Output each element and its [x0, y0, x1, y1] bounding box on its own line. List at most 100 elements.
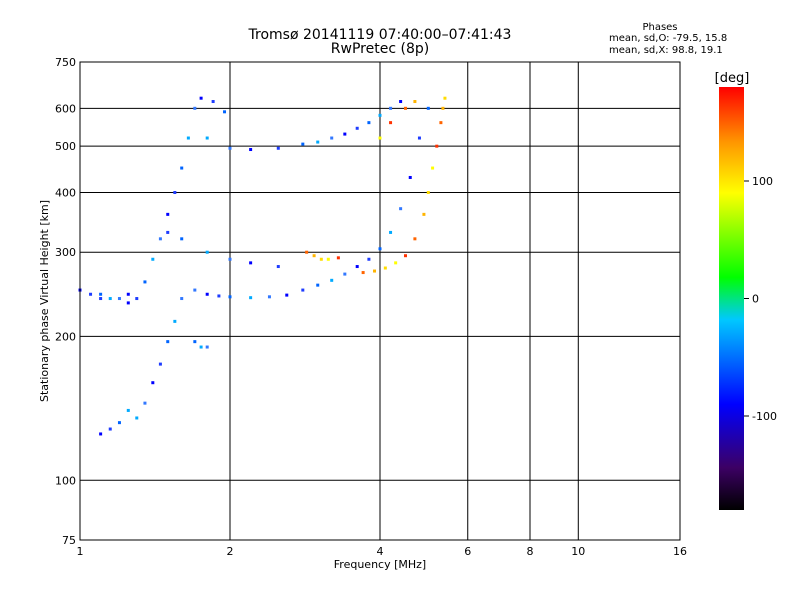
- data-point: [158, 362, 162, 366]
- data-point: [276, 265, 280, 269]
- data-point: [431, 166, 435, 170]
- data-point: [205, 345, 209, 349]
- x-tick-label: 10: [571, 545, 585, 558]
- y-tick-label: 75: [62, 534, 76, 547]
- data-point: [205, 292, 209, 296]
- data-point: [173, 190, 177, 194]
- data-point: [285, 293, 289, 297]
- stats-x-mode: mean, sd,X: 98.8, 19.1: [609, 45, 723, 56]
- x-tick-labels: 1 2 4 6 8 10 16: [77, 545, 688, 558]
- data-point: [343, 272, 347, 276]
- y-tick-label: 200: [55, 330, 76, 343]
- data-point: [193, 106, 197, 110]
- data-point: [312, 254, 316, 258]
- data-point: [211, 100, 215, 104]
- data-point: [378, 113, 382, 117]
- data-point: [166, 230, 170, 234]
- data-point: [223, 110, 227, 114]
- data-point: [99, 292, 103, 296]
- data-point: [355, 126, 359, 130]
- data-point: [249, 296, 253, 300]
- data-point: [316, 140, 320, 144]
- data-point: [151, 257, 155, 261]
- data-point: [205, 136, 209, 140]
- data-point: [394, 261, 398, 265]
- data-point: [408, 175, 412, 179]
- colorbar-tick-label: 0: [752, 293, 759, 306]
- data-point: [399, 207, 403, 211]
- data-point: [301, 142, 305, 146]
- data-points: [78, 96, 447, 436]
- data-point: [143, 280, 147, 284]
- data-point: [173, 319, 177, 323]
- data-point: [383, 266, 387, 270]
- data-point: [422, 212, 426, 216]
- x-tick-label: 6: [464, 545, 471, 558]
- x-tick-label: 16: [673, 545, 687, 558]
- data-point: [99, 432, 103, 436]
- data-point: [99, 297, 103, 301]
- data-point: [378, 136, 382, 140]
- data-point: [389, 230, 393, 234]
- data-point: [367, 121, 371, 125]
- colorbar-label: [deg]: [715, 71, 750, 86]
- chart-title: Tromsø 20141119 07:40:00–07:41:43: [248, 27, 512, 43]
- colorbar: [719, 87, 744, 510]
- data-point: [199, 96, 203, 100]
- data-point: [126, 292, 130, 296]
- data-point: [417, 136, 421, 140]
- data-point: [180, 166, 184, 170]
- y-tick-label: 400: [55, 186, 76, 199]
- data-point: [217, 294, 221, 298]
- data-point: [326, 257, 330, 261]
- data-point: [435, 144, 439, 148]
- data-point: [336, 256, 340, 260]
- data-point: [367, 257, 371, 261]
- data-point: [117, 297, 121, 301]
- y-tick-label: 100: [55, 474, 76, 487]
- y-tick-label: 600: [55, 102, 76, 115]
- data-point: [126, 408, 130, 412]
- data-point: [108, 427, 112, 431]
- grid-lines: [80, 62, 680, 540]
- data-point: [399, 100, 403, 104]
- data-point: [143, 401, 147, 405]
- data-point: [228, 146, 232, 150]
- y-tick-labels: 75 100 200 300 400 500 600 750: [55, 56, 76, 547]
- data-point: [135, 297, 139, 301]
- x-tick-label: 2: [227, 545, 234, 558]
- colorbar-tick-label: -100: [752, 410, 777, 423]
- data-point: [403, 106, 407, 110]
- data-point: [413, 100, 417, 104]
- data-point: [249, 261, 253, 265]
- data-point: [426, 190, 430, 194]
- data-point: [403, 254, 407, 258]
- data-point: [443, 96, 447, 100]
- y-axis-label: Stationary phase Virtual Height [km]: [38, 200, 51, 402]
- data-point: [117, 421, 121, 425]
- chart-subtitle: RwPretec (8p): [330, 41, 430, 57]
- data-point: [108, 297, 112, 301]
- x-axis-label: Frequency [MHz]: [334, 558, 426, 571]
- data-point: [205, 250, 209, 254]
- data-point: [389, 121, 393, 125]
- data-point: [330, 278, 334, 282]
- stats-o-mode: mean, sd,O: -79.5, 15.8: [609, 33, 728, 44]
- data-point: [89, 292, 93, 296]
- y-tick-label: 300: [55, 246, 76, 259]
- data-point: [166, 340, 170, 344]
- y-tick-label: 500: [55, 140, 76, 153]
- stats-heading: Phases: [642, 22, 678, 33]
- data-point: [166, 212, 170, 216]
- data-point: [126, 301, 130, 305]
- data-point: [355, 265, 359, 269]
- x-tick-label: 4: [377, 545, 384, 558]
- data-point: [186, 136, 190, 140]
- data-point: [361, 271, 365, 275]
- data-point: [135, 416, 139, 420]
- data-point: [426, 106, 430, 110]
- x-tick-label: 1: [77, 545, 84, 558]
- data-point: [267, 295, 271, 299]
- data-point: [378, 247, 382, 251]
